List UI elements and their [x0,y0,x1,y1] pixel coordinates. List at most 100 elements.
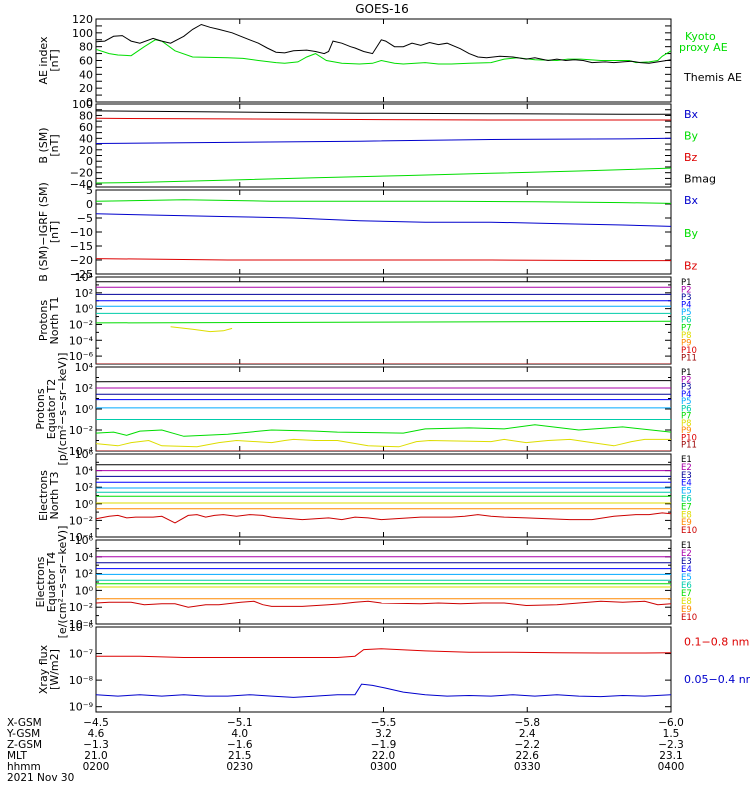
legend-entry: P1 [681,368,692,378]
legend-entry: P5 [681,308,692,318]
y-tick-label: 100 [72,98,93,111]
x-row-value: 0300 [370,761,397,773]
legend-entry: P6 [681,316,692,326]
y-tick-label: 80 [79,41,93,54]
legend-entry: Bmag [684,173,716,186]
series-line-KyotoproxyAE [96,39,671,65]
y-tick-label: 100 [72,27,93,40]
x-row-value: 1.5 [663,728,680,740]
y-tick-label: 10⁰ [75,584,94,597]
y-tick-label: 10⁻⁴ [69,334,94,347]
y-tick-label: 40 [79,68,93,81]
legend-entry: P4 [681,390,692,400]
x-row-value: −5.1 [227,717,253,729]
legend-entry: 0.05−0.4 nm [684,673,750,686]
x-axis-table: X-GSM −4.5 −5.1 −5.5 −5.8 −6.0 Y-GSM 4.6 4.0 3.2 2… [6,717,684,784]
y-tick-label: 20 [79,82,93,95]
legend-entry: P4 [681,301,692,311]
legend: 0.1−0.8 nm 0.05−0.4 nm [684,636,750,686]
y-tick-label: 10² [75,568,93,581]
legend-entry: P8 [681,331,692,341]
legend-entry: By [684,227,699,240]
x-row-value: −1.6 [227,739,253,751]
y-tick-label: 10⁻⁹ [69,701,93,714]
y-axis-label: [e/(cm²−s−sr−keV)] [56,526,69,639]
series-line-P8 [96,438,671,448]
x-row-label: MLT [7,750,27,762]
legend-entry: P9 [681,426,692,436]
x-row-value: −2.3 [658,739,684,751]
y-tick-label: −20 [70,167,93,180]
y-axis-label: Protons [34,388,47,429]
legend-entry: 0.1−0.8 nm [684,636,749,649]
legend-entry: P7 [681,412,692,422]
legend-entry: E5 [681,487,692,497]
legend-entry: E8 [681,510,692,520]
x-row-value: 2.4 [519,728,536,740]
x-row-value: 21.5 [228,750,251,762]
x-row-value: 23.1 [659,750,682,762]
x-row-value: 21.0 [84,750,107,762]
x-row-value: −1.9 [371,739,397,751]
legend-entry: E6 [681,495,692,505]
legend-entry: E7 [681,502,692,512]
legend-entry: By [684,130,699,143]
series-line-Bx [96,213,671,227]
series-line-E10 [96,600,671,608]
series-line-Bmag [96,110,671,115]
legend-entry: E9 [681,605,692,615]
series-line-By [96,167,671,184]
x-row-label: X-GSM [7,717,42,729]
y-tick-label: 10⁻⁴ [69,531,94,544]
x-row-value: −5.5 [371,717,397,729]
y-axis-label: North T3 [48,472,61,520]
y-axis-label: B (SM) [37,127,50,163]
x-row-value: 22.6 [516,750,540,762]
x-row-value: 0400 [658,761,685,773]
x-row-value: −2.2 [515,739,541,751]
x-row-label: Y-GSM [6,728,40,740]
x-row-value: 4.6 [88,728,105,740]
y-tick-label: 20 [79,144,93,157]
y-tick-label: 80 [79,109,93,122]
legend-entry: Themis AE [683,71,742,84]
y-axis-label: Equator T4 [45,552,58,612]
y-tick-label: 10⁻⁴ [69,445,94,458]
legend: Bx By Bz [684,194,699,273]
y-axis-label: Xray flux [37,644,50,694]
series-line-By [96,199,671,204]
y-tick-label: −5 [77,212,93,225]
y-tick-label: 10² [75,382,93,395]
series-line-E10 [96,512,671,524]
y-tick-label: 10⁴ [75,361,94,374]
x-row-value: −1.3 [83,739,109,751]
y-tick-label: 10⁶ [75,534,94,547]
legend-entry: Bz [684,260,698,273]
legend: Bx By Bz Bmag [684,108,716,186]
y-axis-label: Protons [37,300,50,341]
x-row-value: 3.2 [375,728,392,740]
y-tick-label: 10⁻⁶ [69,350,94,363]
series-line-00504nm [96,683,671,698]
legend-entry: P10 [681,433,697,443]
x-row-value: −4.5 [83,717,109,729]
legend-entry: E10 [681,526,697,536]
panel-frame [95,366,672,452]
legend-entry: E1 [681,541,692,551]
y-tick-label: 10² [75,287,93,300]
legend-entry: E6 [681,581,692,591]
legend-entry: Kyoto [685,30,716,43]
series-line-Bx [96,137,671,144]
y-tick-label: −25 [70,268,93,281]
date-label: 2021 Nov 30 [7,772,74,784]
y-tick-label: 40 [79,132,93,145]
